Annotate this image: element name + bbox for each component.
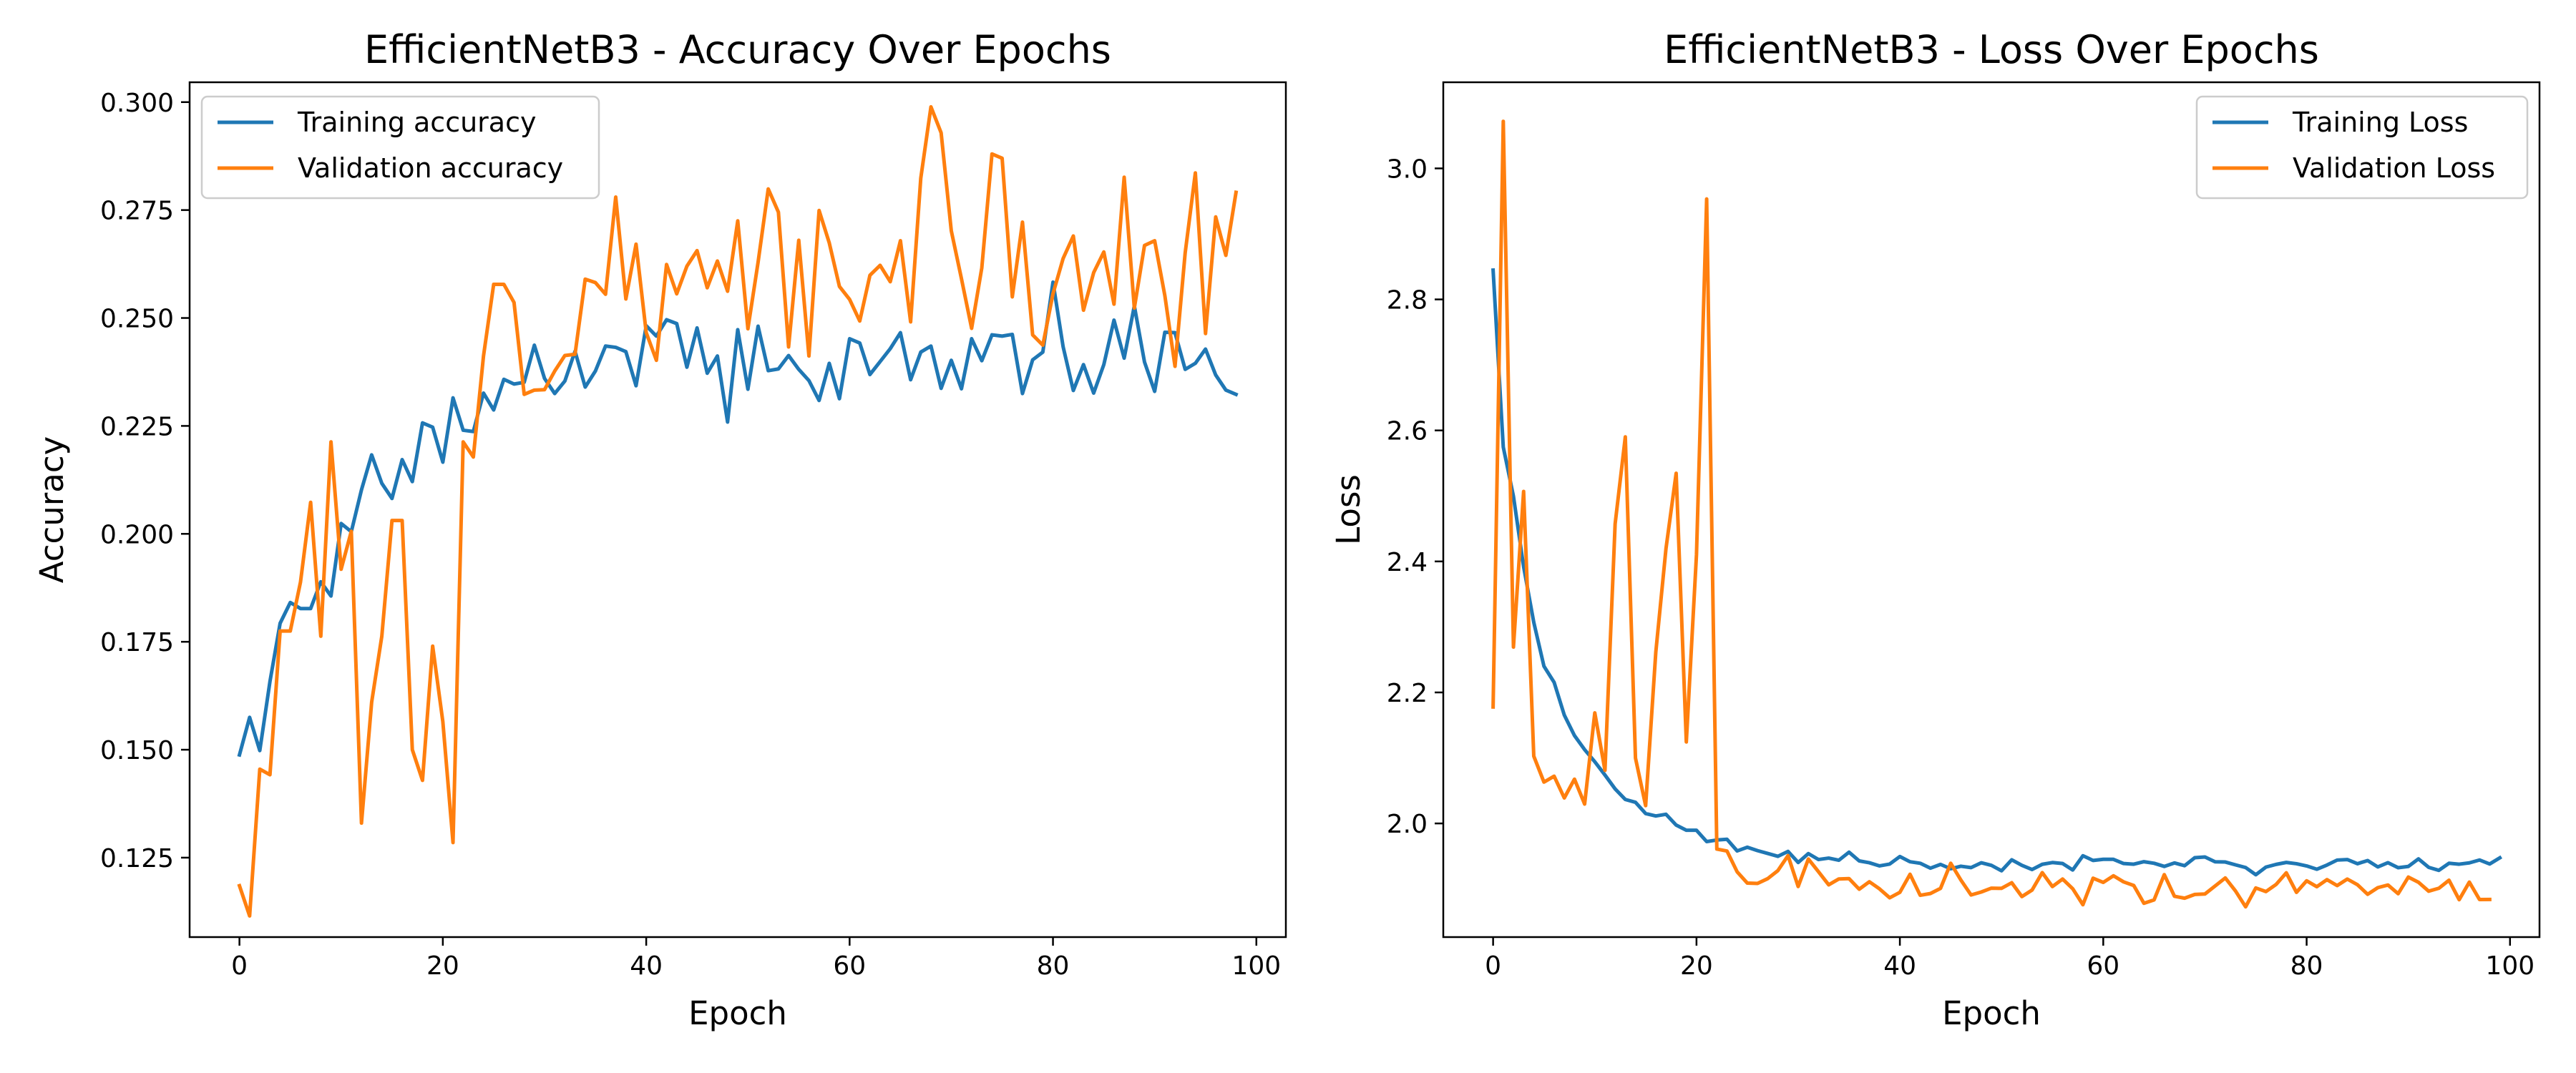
x-tick-label: 100 (2485, 951, 2534, 981)
x-tick-label: 20 (1680, 951, 1713, 981)
y-tick-label: 2.8 (1387, 286, 1428, 315)
training-accuracy-line (237, 280, 1239, 758)
loss-series-group (1491, 119, 2503, 909)
y-tick-label: 0.175 (100, 628, 174, 657)
legend-box (2195, 95, 2529, 200)
x-axis-label: Epoch (1942, 994, 2041, 1032)
loss-axes-frame (1442, 81, 2541, 939)
x-tick-label: 40 (630, 951, 663, 981)
accuracy-legend: Training accuracy Validation accuracy (200, 95, 600, 200)
accuracy-chart: 0 20 40 60 80 100 0.125 0.150 0.175 0.200 0.225 0.2… (33, 27, 1287, 1032)
x-tick-label: 0 (1485, 951, 1501, 981)
training-loss-line (1491, 268, 2503, 877)
accuracy-axes-frame (188, 81, 1287, 939)
x-tick-label: 80 (2290, 951, 2323, 981)
chart-title: EfficientNetB3 - Accuracy Over Epochs (364, 27, 1111, 72)
x-tick-label: 20 (426, 951, 459, 981)
x-tick-label: 60 (2087, 951, 2119, 981)
y-tick-label: 2.4 (1387, 548, 1428, 577)
accuracy-series-group (237, 104, 1239, 918)
loss-legend: Training Loss Validation Loss (2195, 95, 2529, 200)
legend-entry: Validation accuracy (298, 152, 563, 184)
loss-chart: 0 20 40 60 80 100 2.0 2.2 2.4 2.6 2.8 3.0 Epoch Loss E… (1330, 27, 2541, 1032)
y-tick-label: 3.0 (1387, 155, 1428, 184)
x-tick-label: 0 (231, 951, 248, 981)
y-axis-label: Accuracy (33, 436, 71, 583)
y-axis-label: Loss (1330, 474, 1367, 545)
validation-loss-line (1491, 119, 2492, 909)
validation-accuracy-line (237, 104, 1239, 918)
y-tick-label: 0.225 (100, 412, 174, 441)
y-tick-label: 2.0 (1387, 810, 1428, 839)
y-tick-label: 0.300 (100, 89, 174, 118)
y-tick-label: 2.6 (1387, 417, 1428, 446)
y-tick-label: 0.150 (100, 736, 174, 765)
x-tick-label: 80 (1037, 951, 1070, 981)
y-tick-label: 0.275 (100, 197, 174, 226)
legend-entry: Validation Loss (2293, 152, 2495, 184)
x-tick-label: 40 (1883, 951, 1916, 981)
y-tick-label: 0.125 (100, 844, 174, 873)
y-tick-label: 0.200 (100, 520, 174, 549)
chart-title: EfficientNetB3 - Loss Over Epochs (1664, 27, 2319, 72)
x-tick-label: 60 (833, 951, 866, 981)
y-tick-label: 2.2 (1387, 679, 1428, 708)
y-tick-label: 0.250 (100, 305, 174, 334)
x-tick-label: 100 (1231, 951, 1281, 981)
legend-entry: Training Loss (2292, 107, 2468, 138)
x-axis-label: Epoch (688, 994, 787, 1032)
legend-entry: Training accuracy (297, 107, 536, 138)
legend-box (200, 95, 600, 200)
